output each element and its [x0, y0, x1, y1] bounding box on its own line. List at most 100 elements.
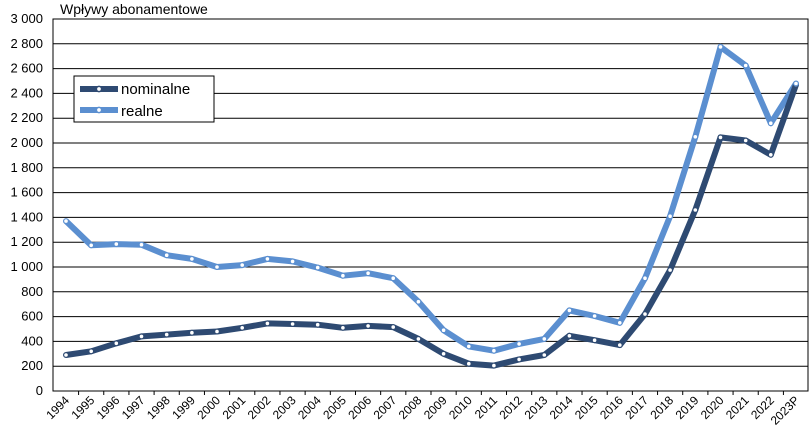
y-tick-label: 1 600 [10, 185, 43, 200]
series-line-nominalne [65, 83, 799, 369]
data-point-realne [667, 213, 674, 220]
y-tick-label: 400 [21, 333, 43, 348]
data-point-nominalne [113, 340, 120, 347]
x-tick-label: 2005 [320, 393, 349, 422]
data-point-realne [62, 218, 69, 225]
legend-label-realne: realne [121, 103, 163, 120]
data-point-realne [767, 120, 774, 127]
data-point-nominalne [289, 321, 296, 328]
data-point-nominalne [742, 137, 749, 144]
y-axis-label: Wpływy abonamentowe [60, 1, 208, 17]
data-point-realne [516, 340, 523, 347]
y-tick-label: 600 [21, 309, 43, 324]
y-tick-label: 2 600 [10, 61, 43, 76]
data-point-realne [390, 275, 397, 282]
x-tick-label: 2000 [194, 393, 223, 422]
data-point-realne [566, 307, 573, 314]
x-tick-label: 1995 [69, 393, 98, 422]
x-tick-label: 1996 [94, 393, 123, 422]
data-point-nominalne [767, 151, 774, 158]
data-point-realne [188, 255, 195, 262]
data-point-realne [163, 252, 170, 259]
data-point-realne [742, 62, 749, 69]
x-tick-label: 2019 [673, 393, 702, 422]
x-tick-label: 2006 [345, 393, 374, 422]
x-tick-label: 2001 [220, 393, 249, 422]
data-point-nominalne [239, 324, 246, 331]
data-point-nominalne [490, 362, 497, 369]
data-point-realne [541, 335, 548, 342]
x-tick-label: 2002 [245, 393, 274, 422]
data-point-realne [88, 242, 95, 249]
x-tick-label: 2013 [522, 393, 551, 422]
y-tick-label: 1 800 [10, 160, 43, 175]
data-point-realne [792, 80, 799, 87]
data-point-realne [440, 327, 447, 334]
y-tick-label: 2 200 [10, 110, 43, 125]
x-tick-label: 2003 [270, 393, 299, 422]
y-tick-label: 1 200 [10, 234, 43, 249]
x-tick-label: 2016 [597, 393, 626, 422]
data-point-nominalne [591, 337, 598, 344]
data-point-realne [289, 258, 296, 265]
data-point-realne [717, 43, 724, 50]
data-point-realne [465, 343, 472, 350]
data-point-realne [339, 272, 346, 279]
x-tick-label: 2011 [472, 393, 500, 421]
legend: nominalne realne [73, 75, 215, 123]
y-tick-label: 0 [36, 383, 43, 398]
data-point-nominalne [214, 328, 221, 335]
legend-marker-realne [95, 106, 103, 114]
data-point-realne [616, 319, 623, 326]
data-point-nominalne [465, 360, 472, 367]
data-point-nominalne [566, 332, 573, 339]
x-tick-label: 1999 [169, 393, 198, 422]
y-tick-label: 2 800 [10, 36, 43, 51]
x-tick-label: 2004 [295, 393, 324, 422]
data-point-nominalne [541, 352, 548, 359]
data-point-realne [239, 262, 246, 269]
data-point-realne [113, 241, 120, 248]
data-point-nominalne [667, 267, 674, 274]
x-tick-label: 2007 [371, 393, 400, 422]
legend-label-nominalne: nominalne [121, 81, 190, 98]
x-tick-label: 2017 [622, 393, 651, 422]
data-point-nominalne [88, 348, 95, 355]
data-point-nominalne [264, 320, 271, 327]
data-point-realne [591, 313, 598, 320]
x-tick-label: 2020 [698, 393, 727, 422]
x-tick-label: 2015 [572, 393, 601, 422]
data-point-nominalne [616, 342, 623, 349]
y-tick-label: 2 000 [10, 135, 43, 150]
data-point-nominalne [138, 333, 145, 340]
series-lines [62, 43, 799, 369]
x-tick-label: 2021 [723, 393, 752, 422]
x-tick-label: 2014 [547, 393, 576, 422]
data-point-nominalne [365, 322, 372, 329]
x-tick-label: 2010 [446, 393, 475, 422]
x-tick-label: 2018 [647, 393, 676, 422]
x-tick-label: 1998 [144, 393, 173, 422]
data-point-nominalne [188, 329, 195, 336]
data-point-nominalne [641, 311, 648, 318]
data-point-realne [692, 133, 699, 140]
y-tick-label: 3 000 [10, 11, 43, 26]
y-tick-labels: 0 200 400 600 800 1 000 1 200 1 400 1 600 1 800 2 … [10, 11, 43, 398]
data-point-realne [415, 298, 422, 305]
data-point-nominalne [692, 207, 699, 214]
y-tick-label: 1 000 [10, 259, 43, 274]
legend-box [73, 75, 215, 123]
data-point-nominalne [339, 324, 346, 331]
data-point-nominalne [415, 335, 422, 342]
y-tick-label: 1 400 [10, 209, 43, 224]
data-point-realne [641, 275, 648, 282]
x-tick-label: 2008 [396, 393, 425, 422]
x-tick-label: 1997 [119, 393, 148, 422]
data-point-realne [490, 347, 497, 354]
x-tick-label: 2012 [496, 393, 525, 422]
data-point-realne [138, 241, 145, 248]
x-tick-label: 2009 [421, 393, 450, 422]
x-tick-label: 2023P [768, 393, 802, 427]
series-line-realne [63, 43, 799, 354]
